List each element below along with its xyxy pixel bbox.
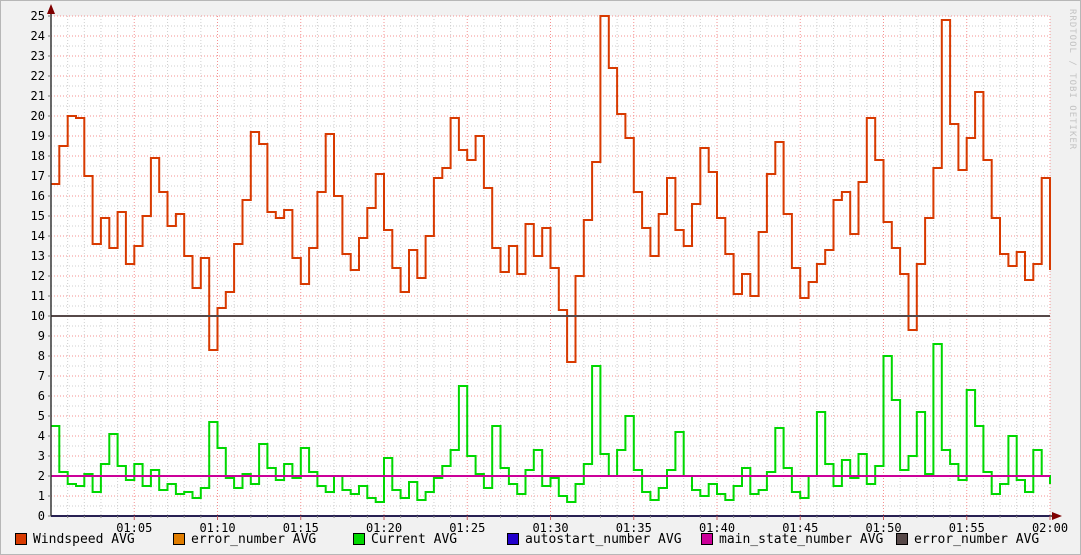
y-axis-arrow xyxy=(47,4,55,14)
x-tick-label: 01:25 xyxy=(449,521,485,535)
y-tick-label: 14 xyxy=(31,229,45,243)
y-tick-label: 1 xyxy=(38,489,45,503)
series-line-current xyxy=(51,343,1051,503)
y-tick-label: 22 xyxy=(31,69,45,83)
y-tick-label: 0 xyxy=(38,509,45,523)
rrdtool-watermark: RRDTOOL / TOBI OETIKER xyxy=(1067,9,1077,151)
series-line-windspeed xyxy=(51,15,1051,363)
y-tick-label: 9 xyxy=(38,329,45,343)
y-tick-label: 24 xyxy=(31,29,45,43)
y-tick-label: 13 xyxy=(31,249,45,263)
y-tick-label: 10 xyxy=(31,309,45,323)
x-tick-label: 01:50 xyxy=(865,521,901,535)
x-tick-label: 01:30 xyxy=(532,521,568,535)
x-tick-label: 01:35 xyxy=(616,521,652,535)
y-tick-label: 17 xyxy=(31,169,45,183)
y-tick-label: 19 xyxy=(31,129,45,143)
x-tick-label: 01:55 xyxy=(949,521,985,535)
y-tick-label: 3 xyxy=(38,449,45,463)
y-tick-label: 20 xyxy=(31,109,45,123)
y-tick-label: 7 xyxy=(38,369,45,383)
y-tick-label: 16 xyxy=(31,189,45,203)
x-tick-label: 01:45 xyxy=(782,521,818,535)
x-axis-arrow xyxy=(1052,512,1062,520)
y-tick-label: 2 xyxy=(38,469,45,483)
y-tick-label: 5 xyxy=(38,409,45,423)
y-tick-label: 8 xyxy=(38,349,45,363)
x-tick-label: 01:05 xyxy=(116,521,152,535)
y-tick-label: 23 xyxy=(31,49,45,63)
y-tick-label: 18 xyxy=(31,149,45,163)
y-tick-label: 25 xyxy=(31,9,45,23)
y-tick-label: 21 xyxy=(31,89,45,103)
x-tick-label: 01:20 xyxy=(366,521,402,535)
x-tick-label: 01:40 xyxy=(699,521,735,535)
x-tick-label: 01:10 xyxy=(199,521,235,535)
y-tick-label: 12 xyxy=(31,269,45,283)
x-tick-label: 01:15 xyxy=(283,521,319,535)
y-tick-label: 11 xyxy=(31,289,45,303)
x-tick-label: 02:00 xyxy=(1032,521,1068,535)
y-tick-label: 15 xyxy=(31,209,45,223)
y-tick-label: 4 xyxy=(38,429,45,443)
y-tick-label: 6 xyxy=(38,389,45,403)
